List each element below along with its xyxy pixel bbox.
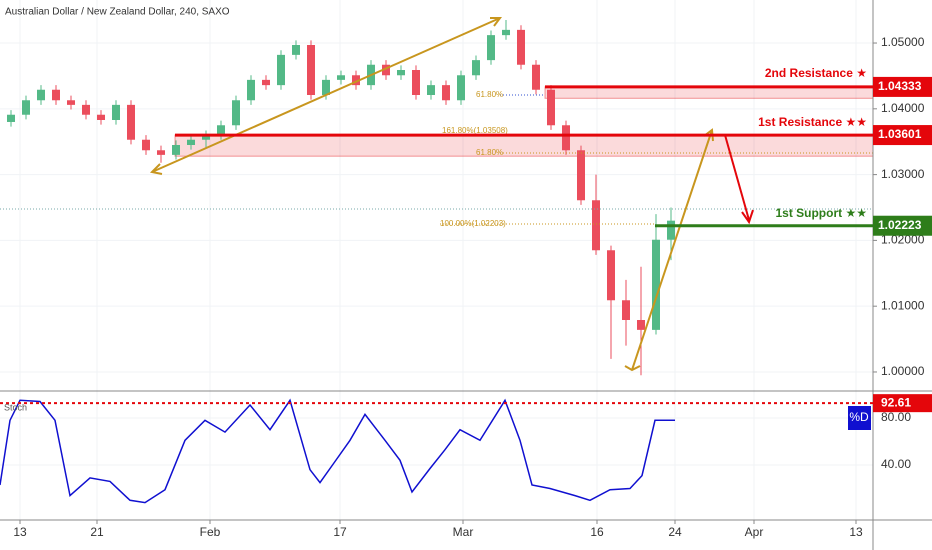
- x-tick-label: Feb: [200, 525, 221, 539]
- projection-line: [631, 129, 713, 371]
- candle-body: [67, 100, 75, 105]
- candle-body: [607, 250, 615, 301]
- candle-body: [97, 114, 105, 120]
- x-tick-label: 21: [90, 525, 104, 539]
- candle-body: [202, 135, 210, 140]
- legend-box: [848, 406, 871, 430]
- x-tick-label: 13: [13, 525, 27, 539]
- candle-body: [652, 239, 660, 330]
- price-tag-label: 92.61: [881, 395, 911, 409]
- level-name: 1st Support ★★: [775, 206, 867, 220]
- candle-body: [442, 85, 450, 101]
- fib-label: 161.80%(1.03508): [442, 126, 508, 135]
- candle-body: [412, 70, 420, 95]
- candle-body: [172, 145, 180, 155]
- price-tag-label: 1.02223: [878, 218, 922, 232]
- candle-body: [127, 104, 135, 140]
- legend-label: %D: [849, 410, 869, 424]
- candle-body: [547, 89, 555, 126]
- candle-body: [217, 125, 225, 136]
- arrow-head: [741, 209, 754, 225]
- x-tick-label: Apr: [745, 525, 764, 539]
- candle-body: [532, 64, 540, 90]
- arrow-head: [149, 17, 502, 175]
- projection-arrow: [724, 134, 750, 221]
- level-name: 1st Resistance ★★: [758, 115, 867, 129]
- x-tick-label: 16: [590, 525, 604, 539]
- candle-body: [457, 75, 465, 101]
- candle-body: [592, 200, 600, 251]
- candle-body: [277, 54, 285, 86]
- candle-body: [577, 150, 585, 201]
- y-tick-label: 1.04000: [881, 101, 925, 115]
- candle-body: [307, 45, 315, 95]
- candle-body: [637, 320, 645, 330]
- candle-body: [352, 75, 360, 86]
- fib-label: 61.80%: [476, 148, 503, 157]
- candle-body: [562, 125, 570, 151]
- candle-body: [397, 70, 405, 76]
- candle-body: [262, 79, 270, 86]
- candle-body: [472, 60, 480, 76]
- candle-body: [157, 150, 165, 155]
- price-tag: [873, 76, 932, 97]
- chart-title: Australian Dollar / New Zealand Dollar, …: [5, 7, 230, 18]
- candle-body: [247, 79, 255, 101]
- candle-body: [517, 29, 525, 65]
- candle-body: [337, 75, 345, 80]
- candle-body: [82, 104, 90, 115]
- candle-body: [382, 64, 390, 76]
- candle-body: [142, 139, 150, 151]
- x-tick-label: 13: [849, 525, 863, 539]
- candle-body: [112, 104, 120, 120]
- y-tick-label: 1.00000: [881, 364, 925, 378]
- candle-body: [187, 139, 195, 145]
- price-tag: [873, 394, 932, 413]
- price-tag-label: 1.03601: [878, 127, 922, 141]
- candle-body: [22, 100, 30, 115]
- y-tick-label: 1.05000: [881, 35, 925, 49]
- trend-line: [151, 17, 501, 173]
- candle-body: [7, 114, 15, 122]
- indicator-title: Stoch: [4, 402, 27, 412]
- y-tick-label: 1.03000: [881, 167, 925, 181]
- y-tick-label: 40.00: [881, 457, 911, 471]
- plot-layer: [0, 0, 877, 520]
- candle-body: [502, 29, 510, 36]
- stoch-line: [0, 398, 675, 504]
- candle-body: [322, 79, 330, 95]
- x-tick-label: Mar: [453, 525, 474, 539]
- price-tag: [873, 125, 932, 146]
- candle-body: [232, 100, 240, 126]
- price-tag: [873, 215, 932, 236]
- x-tick-label: 24: [668, 525, 682, 539]
- y-tick-label: 1.01000: [881, 298, 925, 312]
- fib-label: 100.00%(1.02203): [440, 219, 506, 228]
- candle-body: [622, 300, 630, 320]
- drawings: [149, 17, 754, 372]
- candle-body: [487, 35, 495, 61]
- candle-body: [427, 85, 435, 95]
- fib-label: 61.80%: [476, 90, 503, 99]
- price-tag-label: 1.04333: [878, 79, 922, 93]
- y-tick-label: 80.00: [881, 410, 911, 424]
- y-tick-label: 1.02000: [881, 233, 925, 247]
- candle-body: [667, 220, 675, 240]
- candle-body: [37, 89, 45, 101]
- level-name: 2nd Resistance ★: [765, 66, 867, 80]
- candle-body: [292, 45, 300, 55]
- level-zone: [544, 86, 874, 99]
- x-tick-label: 17: [333, 525, 347, 539]
- candle-body: [52, 89, 60, 101]
